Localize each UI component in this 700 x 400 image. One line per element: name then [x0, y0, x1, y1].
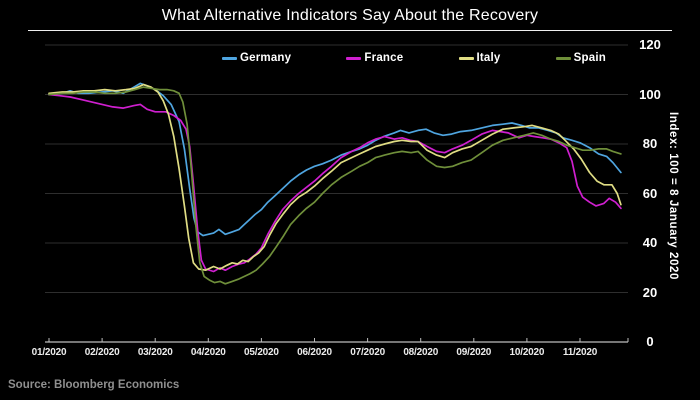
y-tick-label: 80: [642, 136, 658, 151]
legend-swatch-france: [346, 56, 362, 60]
x-tick-label: 02/2020: [84, 347, 120, 358]
legend-label: France: [364, 52, 404, 64]
x-tick-label: 11/2020: [562, 347, 598, 358]
x-tick-label: 08/2020: [403, 347, 439, 358]
legend-label: Germany: [240, 52, 292, 64]
source-credit: Source: Bloomberg Economics: [8, 379, 180, 391]
x-tick-label: 10/2020: [509, 347, 545, 358]
legend-swatch-germany: [222, 56, 237, 60]
x-tick-label: 01/2020: [31, 347, 67, 358]
y-axis-title: Index: 100 = 8 January 2020: [667, 111, 679, 281]
y-tick-label: 20: [642, 284, 658, 300]
legend-item-germany: Germany: [222, 52, 291, 64]
legend-swatch-spain: [555, 56, 571, 60]
line-germany: [48, 82, 622, 237]
y-tick-label: 120: [639, 37, 661, 52]
line-spain: [48, 86, 622, 285]
legend-item-italy: Italy: [458, 52, 501, 64]
x-tick-label: 09/2020: [456, 347, 492, 358]
legend-item-spain: Spain: [555, 52, 606, 64]
x-tick-label: 07/2020: [350, 347, 385, 358]
legend-label: Italy: [476, 52, 501, 64]
y-tick-label: 40: [642, 235, 658, 250]
x-tick-label: 03/2020: [137, 347, 173, 358]
x-tick-label: 06/2020: [297, 347, 332, 358]
x-tick-label: 05/2020: [244, 347, 279, 358]
y-tick-label: 60: [642, 185, 658, 201]
y-tick-label: 0: [646, 334, 654, 349]
legend-swatch-italy: [458, 56, 474, 60]
legend-label: Spain: [573, 52, 606, 64]
legend-item-france: France: [346, 52, 403, 64]
title-underline: [28, 30, 672, 31]
line-italy: [48, 83, 622, 272]
y-tick-label: 100: [639, 86, 661, 102]
chart-legend: Germany France Italy Spain: [222, 52, 606, 64]
x-tick-label: 04/2020: [190, 347, 226, 358]
chart-title: What Alternative Indicators Say About th…: [161, 7, 539, 24]
